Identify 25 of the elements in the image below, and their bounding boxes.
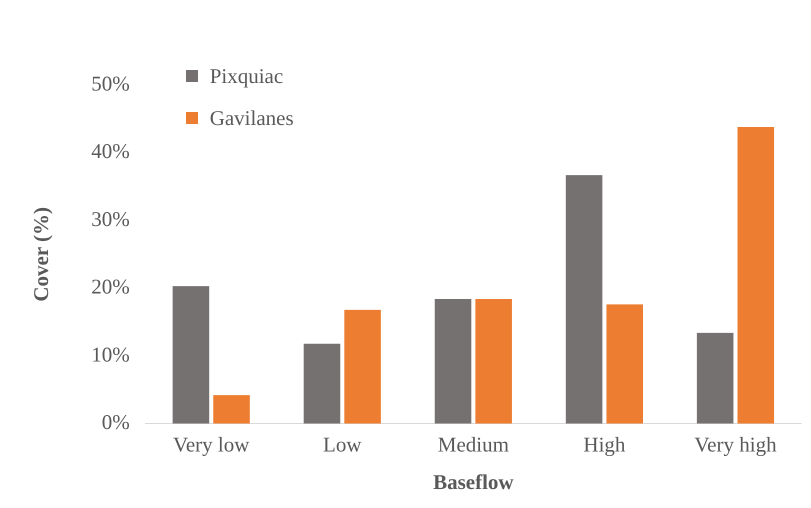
y-tick-label: 10%	[91, 342, 130, 366]
bar	[696, 332, 734, 424]
bar	[475, 298, 512, 424]
bar	[566, 175, 602, 424]
bar	[172, 286, 210, 424]
bar	[344, 310, 381, 424]
legend-label: Pixquiac	[210, 64, 284, 88]
x-tick-label: Medium	[438, 432, 509, 457]
bar	[738, 126, 774, 424]
y-tick-label: 20%	[91, 274, 130, 299]
x-tick-label: Very low	[173, 432, 250, 457]
bar	[304, 344, 340, 424]
y-axis-title: Cover (%)	[29, 206, 54, 302]
y-tick-label: 40%	[91, 139, 130, 164]
x-axis-title: Baseflow	[433, 470, 514, 494]
bar	[606, 304, 644, 424]
x-tick-label: Low	[323, 432, 362, 457]
bar	[213, 395, 250, 424]
x-tick-label: Very high	[694, 432, 778, 457]
x-tick-label: High	[583, 432, 626, 457]
y-tick-label: 30%	[91, 206, 130, 231]
y-tick-label: 50%	[91, 72, 130, 96]
bar	[434, 298, 472, 424]
y-tick-label: 0%	[102, 410, 130, 434]
legend-label: Gavilanes	[210, 106, 294, 130]
